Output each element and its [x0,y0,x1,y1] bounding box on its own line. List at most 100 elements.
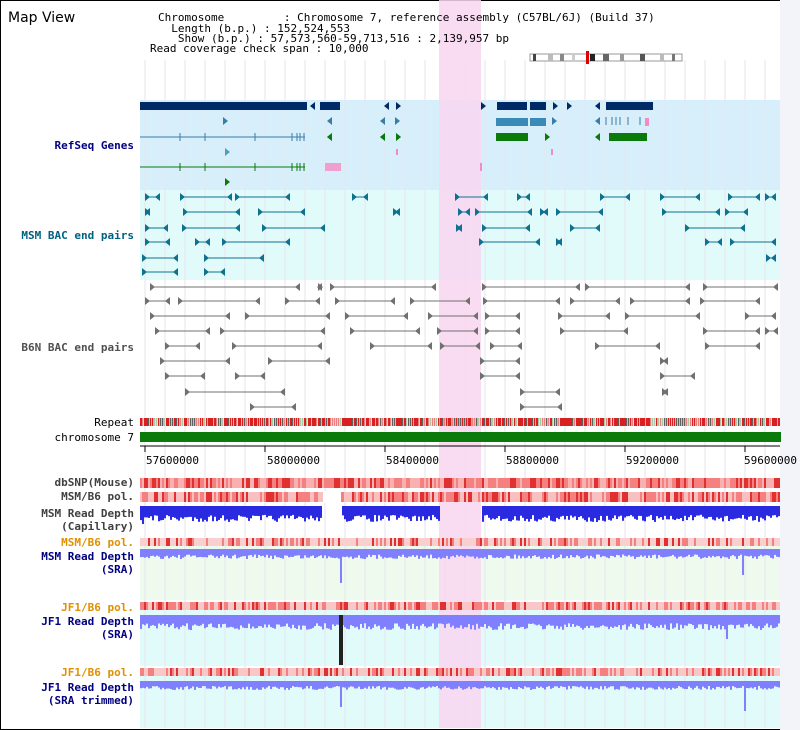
dbsnp-cell [570,478,572,488]
dbsnp-cell [584,478,586,488]
jf1-pol-cell [624,602,626,610]
track-label-b6n-bac[interactable]: B6N BAC end pairs [21,341,134,354]
msm-depth-cap-bar [506,506,508,519]
msm-pol-cell [468,492,470,502]
msm-pol-cell [396,492,398,502]
jf1-depth-sra-bar [710,615,712,626]
track-label-msm-bac[interactable]: MSM BAC end pairs [21,229,134,242]
msm-depth-cap-bar [238,506,240,516]
jf1-depth-sra-bar [504,615,506,626]
msm-depth-cap-bar [426,506,428,520]
jf1-pol-cell [608,602,610,610]
dbsnp-cell [512,478,514,488]
msm-pol2-cell [462,538,464,546]
jf1-depth-trim-bar [296,681,298,687]
dbsnp-cell [690,478,692,488]
dbsnp-cell [172,478,174,488]
repeat-segment [600,418,602,426]
jf1-pol2-cell [700,668,702,676]
jf1-pol-cell [302,602,304,610]
dbsnp-cell [288,478,290,488]
msm-depth-sra-bar [390,549,392,558]
msm-pol2-cell [562,538,564,546]
jf1-pol2-cell [240,668,242,676]
jf1-depth-trim-bar [720,681,722,689]
msm-pol-cell [418,492,420,502]
repeat-segment [574,418,576,426]
dbsnp-cell [628,478,630,488]
msm-pol-cell [546,492,548,502]
bac-end-arrow [555,388,560,396]
repeat-segment [146,418,148,426]
jf1-pol2-cell [618,668,620,676]
msm-pol2-cell [348,538,350,546]
msm-pol-cell [728,492,730,502]
jf1-depth-sra-bar [612,615,614,628]
repeat-segment [736,418,738,426]
bac-end-arrow [560,327,565,335]
msm-pol-cell [554,492,556,502]
jf1-depth-sra-bar [750,615,752,625]
jf1-pol2-cell [404,668,406,676]
msm-pol2-cell [626,538,628,546]
jf1-pol-cell [720,602,722,610]
msm-pol2-cell [542,538,544,546]
msm-pol-cell [144,492,146,502]
dbsnp-cell [468,478,470,488]
msm-depth-sra-bar [154,549,156,557]
length-info: Length (b.p.) : 152,524,553 [158,22,351,35]
msm-pol-cell [390,492,392,502]
jf1-depth-trim-bar [410,681,412,688]
repeat-segment [704,418,706,426]
dbsnp-cell [462,478,464,488]
jf1-depth-trim-bar [586,681,588,687]
feature-arrow [327,117,332,125]
msm-pol2-cell [514,538,516,546]
bac-end-arrow [205,327,210,335]
jf1-pol2-cell [536,668,538,676]
msm-pol2-cell [344,538,346,546]
repeat-segment [180,418,182,426]
msm-pol2-cell [560,538,562,546]
msm-pol2-cell [518,538,520,546]
msm-pol-cell [644,492,646,502]
msm-depth-sra-bar [436,549,438,559]
msm-depth-cap-bar [502,506,504,520]
jf1-depth-sra-bar [682,615,684,629]
jf1-depth-trim-bar [734,681,736,688]
msm-depth-sra-bar [552,549,554,555]
msm-pol-cell [682,492,684,502]
jf1-depth-trim-bar [650,681,652,688]
msm-pol2-cell [442,538,444,546]
jf1-depth-sra-bar [502,615,504,630]
track-label-refseq[interactable]: RefSeq Genes [54,139,134,152]
jf1-pol2-cell [362,668,364,676]
bac-end-arrow [142,268,147,276]
jf1-pol2-cell [232,668,234,676]
msm-depth-cap-bar [362,506,364,516]
msm-depth-cap-bar [146,506,148,518]
msm-pol2-cell [500,538,502,546]
repeat-segment [420,418,422,426]
jf1-depth-trim-bar [772,681,774,689]
msm-pol-cell [294,492,296,502]
dbsnp-cell [616,478,618,488]
jf1-depth-sra-bar [400,615,402,629]
msm-depth-sra-bar [708,549,710,557]
msm-depth-cap-bar [730,506,732,520]
jf1-depth-trim-bar [312,681,314,690]
bac-end-arrow [204,268,209,276]
jf1-depth-sra-bar [482,615,484,627]
dbsnp-cell [494,478,496,488]
repeat-segment [386,418,388,426]
msm-depth-cap-bar [272,506,274,520]
repeat-segment [346,418,348,426]
jf1-pol-cell [406,602,408,610]
repeat-segment [556,418,558,426]
jf1-pol2-cell [730,668,732,676]
msm-pol2-cell [494,538,496,546]
repeat-segment [662,418,664,426]
jf1-depth-sra-bar [562,615,564,630]
jf1-pol-cell [668,602,670,610]
